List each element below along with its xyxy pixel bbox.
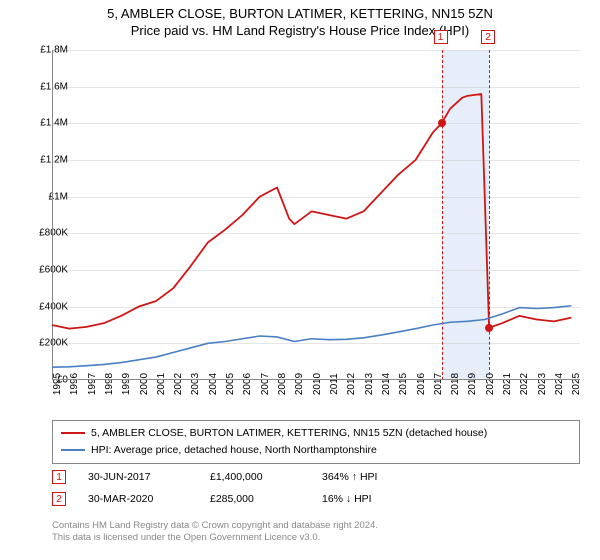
title-line-1: 5, AMBLER CLOSE, BURTON LATIMER, KETTERI… bbox=[0, 6, 600, 23]
event-marker-box-1: 1 bbox=[52, 470, 66, 484]
event-pct-1: 364% ↑ HPI bbox=[322, 471, 412, 483]
legend-row-hpi: HPI: Average price, detached house, Nort… bbox=[61, 442, 571, 459]
event-box-1: 1 bbox=[434, 30, 448, 44]
event-date-1: 30-JUN-2017 bbox=[88, 471, 188, 483]
event-pct-2: 16% ↓ HPI bbox=[322, 493, 412, 505]
event-row-2: 2 30-MAR-2020 £285,000 16% ↓ HPI bbox=[52, 488, 412, 510]
footer-line-1: Contains HM Land Registry data © Crown c… bbox=[52, 520, 378, 532]
event-price-1: £1,400,000 bbox=[210, 471, 300, 483]
event-price-2: £285,000 bbox=[210, 493, 300, 505]
title-line-2: Price paid vs. HM Land Registry's House … bbox=[0, 23, 600, 40]
legend: 5, AMBLER CLOSE, BURTON LATIMER, KETTERI… bbox=[52, 420, 580, 464]
title-block: 5, AMBLER CLOSE, BURTON LATIMER, KETTERI… bbox=[0, 0, 600, 40]
event-date-2: 30-MAR-2020 bbox=[88, 493, 188, 505]
legend-label-price: 5, AMBLER CLOSE, BURTON LATIMER, KETTERI… bbox=[91, 425, 487, 442]
line-series bbox=[52, 50, 580, 380]
chart-container: 5, AMBLER CLOSE, BURTON LATIMER, KETTERI… bbox=[0, 0, 600, 560]
footer-line-2: This data is licensed under the Open Gov… bbox=[52, 532, 378, 544]
footer: Contains HM Land Registry data © Crown c… bbox=[52, 520, 378, 545]
event-box-2: 2 bbox=[481, 30, 495, 44]
legend-swatch-hpi bbox=[61, 449, 85, 451]
event-marker-box-2: 2 bbox=[52, 492, 66, 506]
legend-swatch-price bbox=[61, 432, 85, 434]
event-row-1: 1 30-JUN-2017 £1,400,000 364% ↑ HPI bbox=[52, 466, 412, 488]
events-table: 1 30-JUN-2017 £1,400,000 364% ↑ HPI 2 30… bbox=[52, 466, 412, 510]
legend-row-price: 5, AMBLER CLOSE, BURTON LATIMER, KETTERI… bbox=[61, 425, 571, 442]
legend-label-hpi: HPI: Average price, detached house, Nort… bbox=[91, 442, 377, 459]
event-marker-point bbox=[438, 119, 446, 127]
event-marker-point bbox=[485, 324, 493, 332]
